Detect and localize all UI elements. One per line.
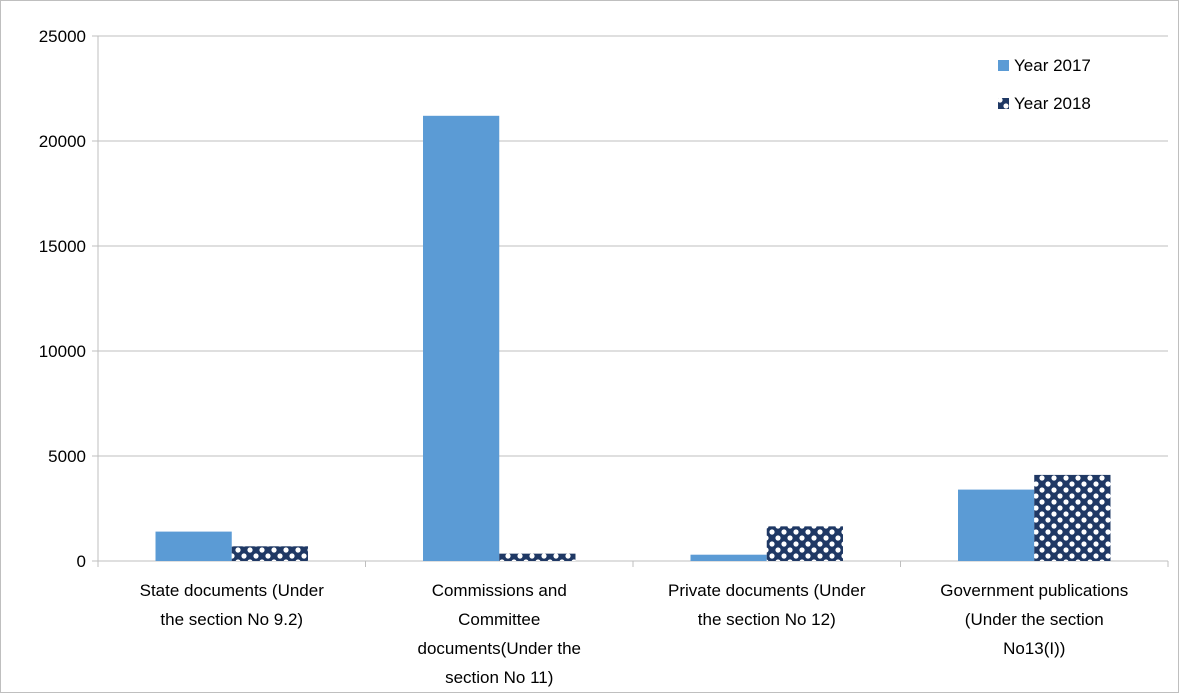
x-category-label-line: Committee bbox=[458, 610, 540, 629]
bar-year-2017 bbox=[690, 554, 767, 561]
bars bbox=[155, 115, 1111, 562]
x-category-label-line: (Under the section bbox=[965, 610, 1104, 629]
x-category-label-line: Government publications bbox=[940, 581, 1128, 600]
y-tick-label: 5000 bbox=[48, 447, 86, 466]
legend: Year 2017 Year 2018 bbox=[998, 56, 1091, 113]
x-category-label-line: documents(Under the bbox=[418, 639, 581, 658]
x-category-label-line: Private documents (Under bbox=[668, 581, 866, 600]
axes bbox=[92, 35, 1169, 567]
gridlines bbox=[98, 35, 1168, 457]
x-category-label-line: the section No 9.2) bbox=[160, 610, 303, 629]
y-tick-label: 10000 bbox=[39, 342, 86, 361]
bar-year-2018 bbox=[231, 546, 308, 561]
bar-year-2017 bbox=[423, 115, 500, 562]
legend-swatch bbox=[998, 98, 1009, 109]
legend-label: Year 2017 bbox=[1014, 56, 1091, 75]
y-tick-label: 15000 bbox=[39, 237, 86, 256]
y-tick-label: 25000 bbox=[39, 27, 86, 46]
x-category-label: Government publications (Under the sectio… bbox=[940, 581, 1128, 658]
bar-year-2018 bbox=[766, 526, 843, 561]
bar-year-2017 bbox=[155, 531, 232, 561]
bar-year-2018 bbox=[1034, 474, 1111, 561]
legend-swatch bbox=[998, 60, 1009, 71]
bar-year-2018 bbox=[499, 553, 576, 561]
x-category-label: Commissions and Committee documents(Under … bbox=[418, 581, 581, 687]
bar-year-2017 bbox=[958, 489, 1035, 561]
x-category-label-line: State documents (Under bbox=[140, 581, 325, 600]
x-category-label-line: the section No 12) bbox=[698, 610, 836, 629]
x-category-label: Private documents (Under the section No 1… bbox=[668, 581, 866, 629]
y-tick-label: 20000 bbox=[39, 132, 86, 151]
legend-label: Year 2018 bbox=[1014, 94, 1091, 113]
x-category-label-line: section No 11) bbox=[445, 668, 553, 687]
x-category-label-line: Commissions and bbox=[432, 581, 567, 600]
x-category-label: State documents (Under the section No 9.2… bbox=[140, 581, 325, 629]
y-tick-label: 0 bbox=[77, 552, 86, 571]
axis-labels: 0 5000 10000 15000 20000 25000 State documents… bbox=[39, 27, 1129, 687]
x-category-label-line: No13(I)) bbox=[1003, 639, 1065, 658]
